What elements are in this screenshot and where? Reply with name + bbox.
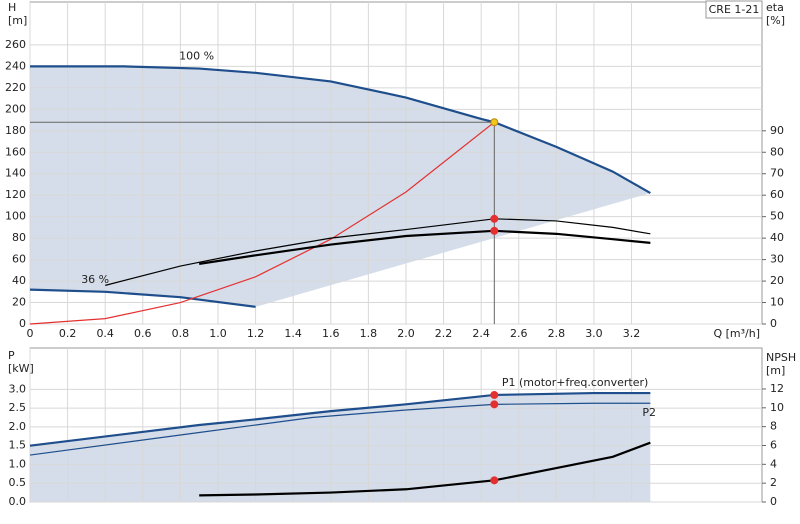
operating-point <box>490 390 499 399</box>
x-tick-label: 0.8 <box>172 327 190 340</box>
y2-tick-label: 6 <box>770 438 777 451</box>
x-tick-label: 1.0 <box>209 327 227 340</box>
x-tick-label: 0.6 <box>134 327 152 340</box>
y2-tick-label: 2 <box>770 476 777 489</box>
x-tick-label: 2.8 <box>548 327 566 340</box>
y-tick-label: 3.0 <box>9 382 27 395</box>
x-tick-label: 2.6 <box>510 327 528 340</box>
operating-area <box>30 393 651 502</box>
x-axis-label: Q [m³/h] <box>713 327 760 340</box>
series-label: P2 <box>642 406 656 419</box>
x-tick-label: 0.4 <box>96 327 114 340</box>
y-tick-label: 80 <box>12 231 26 244</box>
series-line <box>29 402 651 456</box>
y2-tick-label: 60 <box>770 188 784 201</box>
series-line <box>30 65 651 195</box>
y-axis-label: H <box>8 1 16 14</box>
x-tick-label: 1.6 <box>322 327 340 340</box>
y2-tick-label: 40 <box>770 231 784 244</box>
y2-tick-label: 80 <box>770 145 784 158</box>
operating-area <box>30 66 651 307</box>
y-tick-label: 2.0 <box>9 420 27 433</box>
y-tick-label: 160 <box>5 145 26 158</box>
x-tick-label: 1.4 <box>284 327 302 340</box>
y-axis-label: [kW] <box>8 362 34 375</box>
x-tick-label: 0 <box>27 327 34 340</box>
y-tick-label: 200 <box>5 102 26 115</box>
y2-axis-label: eta <box>766 1 784 14</box>
chart-title: CRE 1-21 <box>709 3 760 16</box>
y2-axis-label: NPSH <box>766 351 796 364</box>
operating-point <box>490 214 499 223</box>
operating-point <box>490 400 499 409</box>
series-label: 100 % <box>179 50 214 63</box>
y2-tick-label: 70 <box>770 167 784 180</box>
y2-tick-label: 4 <box>770 457 777 470</box>
y-tick-label: 0 <box>19 317 26 330</box>
x-tick-label: 3.0 <box>585 327 603 340</box>
y-tick-label: 2.5 <box>9 401 27 414</box>
y-tick-label: 60 <box>12 253 26 266</box>
y-tick-label: 40 <box>12 274 26 287</box>
series-line <box>29 391 651 447</box>
x-tick-label: 3.2 <box>623 327 641 340</box>
y-tick-label: 20 <box>12 296 26 309</box>
y-tick-label: 260 <box>5 38 26 51</box>
y-tick-label: 180 <box>5 124 26 137</box>
y-tick-label: 120 <box>5 188 26 201</box>
y-tick-label: 140 <box>5 167 26 180</box>
operating-point <box>490 226 499 235</box>
y-tick-label: 1.5 <box>9 439 27 452</box>
y2-tick-label: 0 <box>770 317 777 330</box>
y2-tick-label: 10 <box>770 401 784 414</box>
y2-tick-label: 0 <box>770 495 777 508</box>
y2-axis-label: [%] <box>766 14 785 27</box>
series-line <box>105 218 651 286</box>
series-label: P1 (motor+freq.converter) <box>502 376 649 389</box>
y-tick-label: 220 <box>5 81 26 94</box>
y-tick-label: 0.5 <box>9 476 27 489</box>
y-tick-label: 0.0 <box>9 495 27 508</box>
x-tick-label: 1.2 <box>247 327 265 340</box>
operating-point <box>490 476 499 485</box>
series-label: 36 % <box>81 273 109 286</box>
x-tick-label: 0.2 <box>59 327 77 340</box>
y-tick-label: 100 <box>5 210 26 223</box>
y2-tick-label: 20 <box>770 274 784 287</box>
y2-axis-label: [m] <box>766 364 785 377</box>
y2-tick-label: 10 <box>770 296 784 309</box>
series-line <box>199 229 651 265</box>
y-tick-label: 240 <box>5 59 26 72</box>
x-tick-label: 2.2 <box>435 327 453 340</box>
title-box <box>705 0 763 19</box>
y-axis-label: [m] <box>8 14 27 27</box>
operating-point <box>490 118 499 127</box>
y2-tick-label: 30 <box>770 253 784 266</box>
y2-tick-label: 8 <box>770 420 777 433</box>
y-axis-label: P <box>8 349 15 362</box>
series-line <box>29 288 256 308</box>
x-tick-label: 2.4 <box>472 327 490 340</box>
y-tick-label: 1.0 <box>9 457 27 470</box>
y2-tick-label: 12 <box>770 382 784 395</box>
series-line <box>29 121 495 325</box>
y2-tick-label: 50 <box>770 210 784 223</box>
y2-tick-label: 90 <box>770 124 784 137</box>
x-tick-label: 1.8 <box>360 327 378 340</box>
series-line <box>199 441 651 497</box>
x-tick-label: 2.0 <box>397 327 415 340</box>
